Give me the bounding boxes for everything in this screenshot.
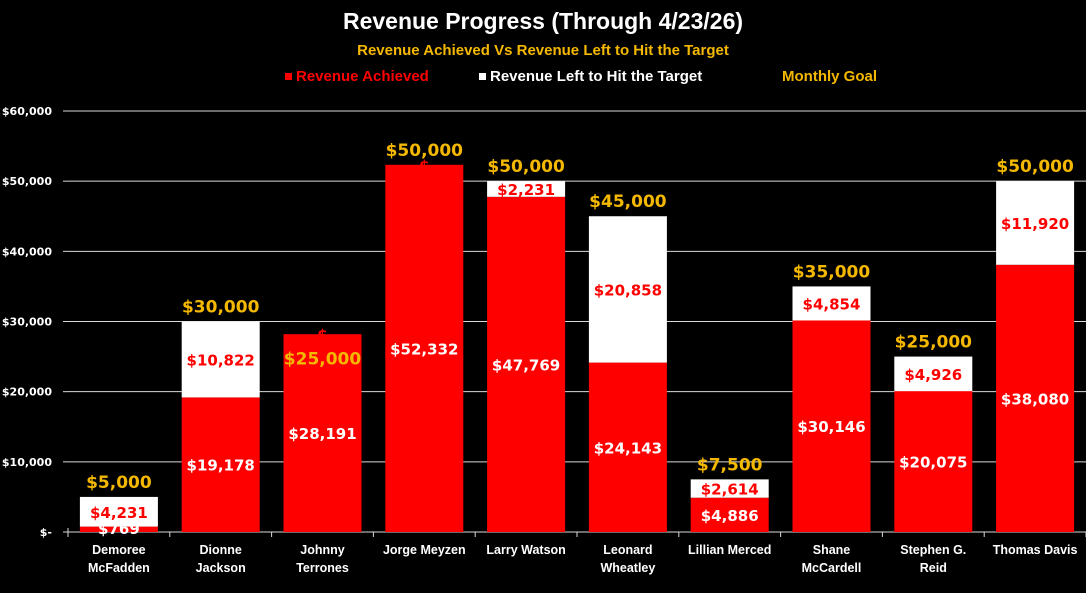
y-tick-label: $60,000 — [2, 105, 52, 118]
data-label-achieved: $52,332 — [390, 340, 458, 358]
x-category-label: Jackson — [196, 561, 246, 575]
data-label-goal: $5,000 — [86, 473, 152, 493]
data-label-goal: $35,000 — [793, 262, 871, 282]
x-category-label: Wheatley — [600, 561, 655, 575]
data-label-achieved: $28,191 — [288, 425, 356, 443]
x-category-label: Shane — [813, 543, 851, 557]
x-category-label: McCardell — [802, 561, 862, 575]
x-category-label: Reid — [920, 561, 947, 575]
bar-revenue-achieved — [181, 397, 260, 532]
legend-item-monthly-goal: Monthly Goal — [782, 68, 877, 85]
data-label-left: $20,858 — [594, 281, 662, 299]
data-label-left: $4,231 — [90, 504, 148, 522]
data-label-left: $2,231 — [497, 181, 555, 199]
bar-revenue-left — [487, 181, 566, 197]
y-tick-label: $- — [40, 526, 52, 539]
data-label-left: $11,920 — [1001, 215, 1069, 233]
bar-revenue-achieved — [385, 164, 464, 532]
bar-revenue-achieved — [792, 320, 871, 532]
data-label-left: $2,614 — [701, 481, 759, 499]
chart-title: Revenue Progress (Through 4/23/26) — [342, 8, 744, 34]
bar-revenue-achieved — [283, 334, 362, 532]
x-category-label: Demoree — [92, 543, 146, 557]
bar-revenue-achieved — [588, 362, 667, 532]
bar-revenue-left — [181, 321, 260, 398]
data-label-left: $ — [317, 326, 327, 344]
data-label-left: $4,854 — [803, 295, 861, 313]
x-category-label: Thomas Davis — [993, 543, 1078, 557]
legend-item-revenue-achieved: Revenue Achieved — [285, 68, 429, 85]
data-label-achieved: $24,143 — [594, 439, 662, 457]
bar-revenue-left — [894, 356, 973, 392]
data-label-left: $10,822 — [187, 351, 255, 369]
y-tick-label: $20,000 — [2, 386, 52, 399]
bar-revenue-achieved — [487, 196, 566, 532]
x-category-label: Dionne — [200, 543, 242, 557]
data-label-goal: $50,000 — [487, 157, 565, 177]
bar-revenue-left — [996, 181, 1075, 265]
data-label-goal: $45,000 — [589, 192, 667, 212]
x-category-label: Johnny — [300, 543, 344, 557]
y-tick-label: $40,000 — [2, 245, 52, 258]
y-tick-label: $10,000 — [2, 456, 52, 469]
legend-label: Monthly Goal — [782, 68, 877, 85]
data-label-goal: $25,000 — [284, 350, 362, 370]
x-category-label: Leonard — [603, 543, 652, 557]
x-category-label: Terrones — [296, 561, 349, 575]
legend-label: Revenue Achieved — [296, 68, 429, 85]
data-label-left: $ — [419, 157, 429, 175]
bar-revenue-achieved — [894, 391, 973, 532]
data-label-achieved: $769 — [98, 520, 140, 538]
data-label-left: $4,926 — [904, 366, 962, 384]
data-label-goal: $50,000 — [386, 141, 464, 161]
data-label-goal: $7,500 — [697, 455, 763, 475]
data-label-achieved: $30,146 — [797, 418, 865, 436]
bar-revenue-left — [79, 496, 158, 527]
legend-label: Revenue Left to Hit the Target — [490, 68, 703, 85]
bar-revenue-achieved — [79, 526, 158, 532]
data-label-achieved: $20,075 — [899, 454, 967, 472]
y-tick-label: $50,000 — [2, 175, 52, 188]
x-category-label: Stephen G. — [900, 543, 966, 557]
bar-revenue-achieved — [996, 264, 1075, 532]
x-category-label: Jorge Meyzen — [383, 543, 466, 557]
data-label-achieved: $38,080 — [1001, 390, 1069, 408]
bar-revenue-achieved — [690, 497, 769, 532]
legend-item-revenue-left: Revenue Left to Hit the Target — [479, 68, 702, 85]
data-label-achieved: $19,178 — [187, 457, 255, 475]
legend-swatch-white — [479, 73, 486, 80]
bar-revenue-left — [792, 286, 871, 321]
bar-revenue-left — [588, 216, 667, 363]
data-label-goal: $25,000 — [895, 333, 973, 353]
data-label-achieved: $4,886 — [701, 507, 759, 525]
data-label-goal: $50,000 — [996, 157, 1074, 177]
x-category-label: Larry Watson — [486, 543, 565, 557]
data-label-achieved: $47,769 — [492, 356, 560, 374]
x-category-label: Lillian Merced — [688, 543, 771, 557]
data-label-goal: $30,000 — [182, 298, 260, 318]
x-category-label: McFadden — [88, 561, 150, 575]
y-tick-label: $30,000 — [2, 316, 52, 329]
legend: Revenue Achieved Revenue Left to Hit the… — [0, 68, 1086, 88]
chart-subtitle: Revenue Achieved Vs Revenue Left to Hit … — [357, 42, 729, 59]
legend-swatch-red — [285, 73, 292, 80]
bar-revenue-left — [690, 479, 769, 498]
